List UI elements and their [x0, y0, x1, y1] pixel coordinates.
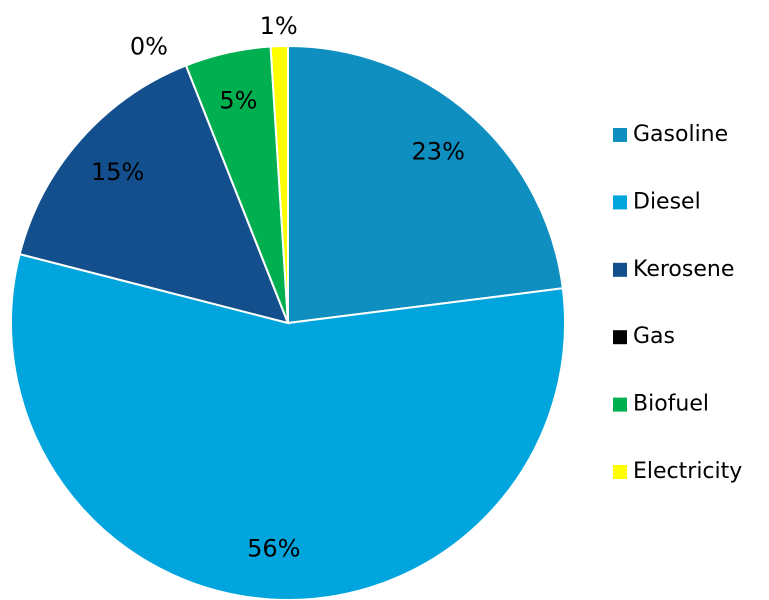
pie-slice: [287, 44, 564, 325]
legend-swatch: [613, 330, 627, 345]
pie-slice: [269, 44, 289, 324]
legend-label: Biofuel: [633, 392, 709, 417]
data-label: 23%: [412, 138, 465, 166]
legend-label: Diesel: [633, 189, 701, 214]
data-label: 5%: [219, 86, 257, 114]
legend-swatch: [613, 195, 627, 210]
legend-swatch: [613, 262, 627, 277]
legend-label: Gas: [633, 324, 675, 349]
pie-slice: [10, 252, 566, 600]
legend-label: Electricity: [633, 459, 742, 484]
legend-label: Kerosene: [633, 257, 734, 282]
legend-swatch: [613, 465, 627, 479]
legend-swatch: [613, 128, 627, 142]
data-label: 15%: [91, 158, 144, 186]
data-label: 0%: [130, 32, 168, 60]
data-label: 56%: [247, 535, 300, 563]
pie-slice: [18, 64, 290, 325]
legend-swatch: [613, 397, 627, 412]
data-label: 1%: [260, 12, 298, 40]
legend-label: Gasoline: [633, 122, 728, 147]
